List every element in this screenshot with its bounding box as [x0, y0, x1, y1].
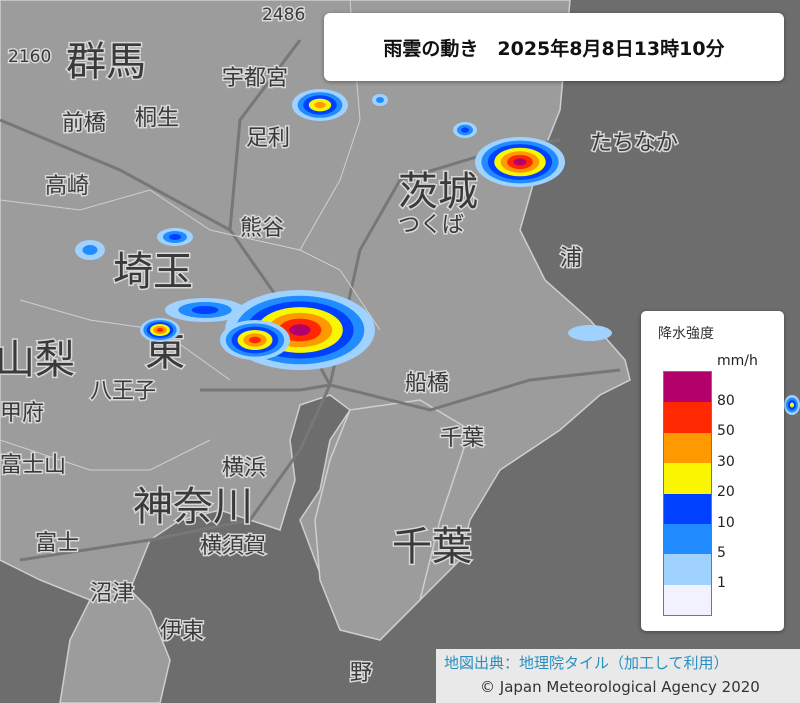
rain-echo: [568, 325, 612, 341]
svg-text:横須賀: 横須賀: [200, 534, 266, 559]
rain-echo: [169, 234, 181, 240]
copyright: © Japan Meteorological Agency 2020: [480, 678, 760, 696]
rain-echo: [191, 306, 219, 314]
svg-text:熊谷: 熊谷: [240, 216, 284, 241]
svg-text:沼津: 沼津: [90, 581, 134, 606]
attribution: 地図出典：地理院タイル（加工して利用） © Japan Meteorologic…: [436, 649, 800, 703]
rain-echo: [156, 328, 164, 332]
legend-tick: 10: [717, 515, 735, 531]
svg-text:横浜: 横浜: [222, 456, 266, 481]
svg-text:足利: 足利: [246, 126, 290, 151]
legend-swatch: [664, 432, 711, 464]
svg-text:船橋: 船橋: [405, 371, 449, 396]
legend-title: 降水強度: [658, 326, 714, 342]
rain-echo: [289, 324, 311, 336]
legend-swatch: [664, 493, 711, 524]
label-chiba: 千葉: [392, 524, 472, 570]
rain-echo: [249, 336, 261, 344]
map-source-link[interactable]: 地図出典：地理院タイル（加工して利用）: [444, 654, 729, 672]
svg-text:高崎: 高崎: [45, 174, 89, 199]
label-gunma: 群馬: [66, 39, 146, 85]
legend-color-bar: [663, 371, 712, 617]
precipitation-legend: 降水強度 mm/h 80 50 30 20 10 5 1: [641, 311, 784, 631]
legend-tick: 80: [717, 393, 735, 409]
label-saitama: 埼玉: [113, 249, 193, 295]
place-labels: 群馬 埼玉 茨城 千葉 神奈川 山梨 東 前橋 桐生 高崎 宇都宮 足利 熊谷 …: [0, 4, 680, 688]
svg-text:2160: 2160: [8, 47, 51, 67]
svg-text:2486: 2486: [262, 5, 305, 25]
label-kanagawa: 神奈川: [133, 484, 253, 530]
label-yamanashi: 山梨: [0, 337, 75, 383]
legend-tick: 20: [717, 484, 735, 500]
svg-text:野: 野: [350, 661, 372, 686]
legend-swatch: [664, 372, 711, 403]
rain-echoes: [75, 89, 800, 415]
label-ibaraki: 茨城: [398, 169, 478, 215]
legend-tick: 30: [717, 454, 735, 470]
legend-swatch: [664, 523, 711, 555]
rain-echo: [314, 101, 326, 109]
rain-echo: [82, 245, 98, 255]
legend-tick: 1: [717, 575, 726, 591]
legend-tick: 5: [717, 545, 726, 561]
svg-text:桐生: 桐生: [135, 106, 179, 131]
svg-text:たちなか: たちなか: [590, 131, 678, 156]
rain-echo: [513, 158, 527, 166]
svg-text:伊東: 伊東: [160, 619, 204, 644]
svg-text:八王子: 八王子: [90, 379, 156, 404]
boso-peninsula: [314, 399, 471, 641]
rain-echo: [461, 127, 469, 133]
svg-text:前橋: 前橋: [62, 111, 106, 136]
legend-unit: mm/h: [717, 353, 758, 369]
legend-swatch: [664, 554, 711, 585]
legend-swatch: [664, 402, 711, 433]
svg-text:千葉: 千葉: [440, 426, 484, 451]
legend-tick: 50: [717, 423, 735, 439]
svg-text:浦: 浦: [560, 246, 582, 271]
svg-text:つくば: つくば: [398, 213, 464, 238]
svg-text:富士山: 富士山: [0, 453, 66, 478]
legend-swatch: [664, 463, 711, 494]
rain-echo: [790, 402, 794, 408]
svg-text:宇都宮: 宇都宮: [222, 66, 288, 91]
izu-peninsula: [59, 589, 171, 703]
rain-echo: [376, 97, 384, 103]
legend-swatch: [664, 584, 711, 616]
svg-text:甲府: 甲府: [0, 401, 44, 426]
svg-text:富士: 富士: [35, 531, 79, 556]
page-title: 雨雲の動き 2025年8月8日13時10分: [324, 13, 784, 81]
